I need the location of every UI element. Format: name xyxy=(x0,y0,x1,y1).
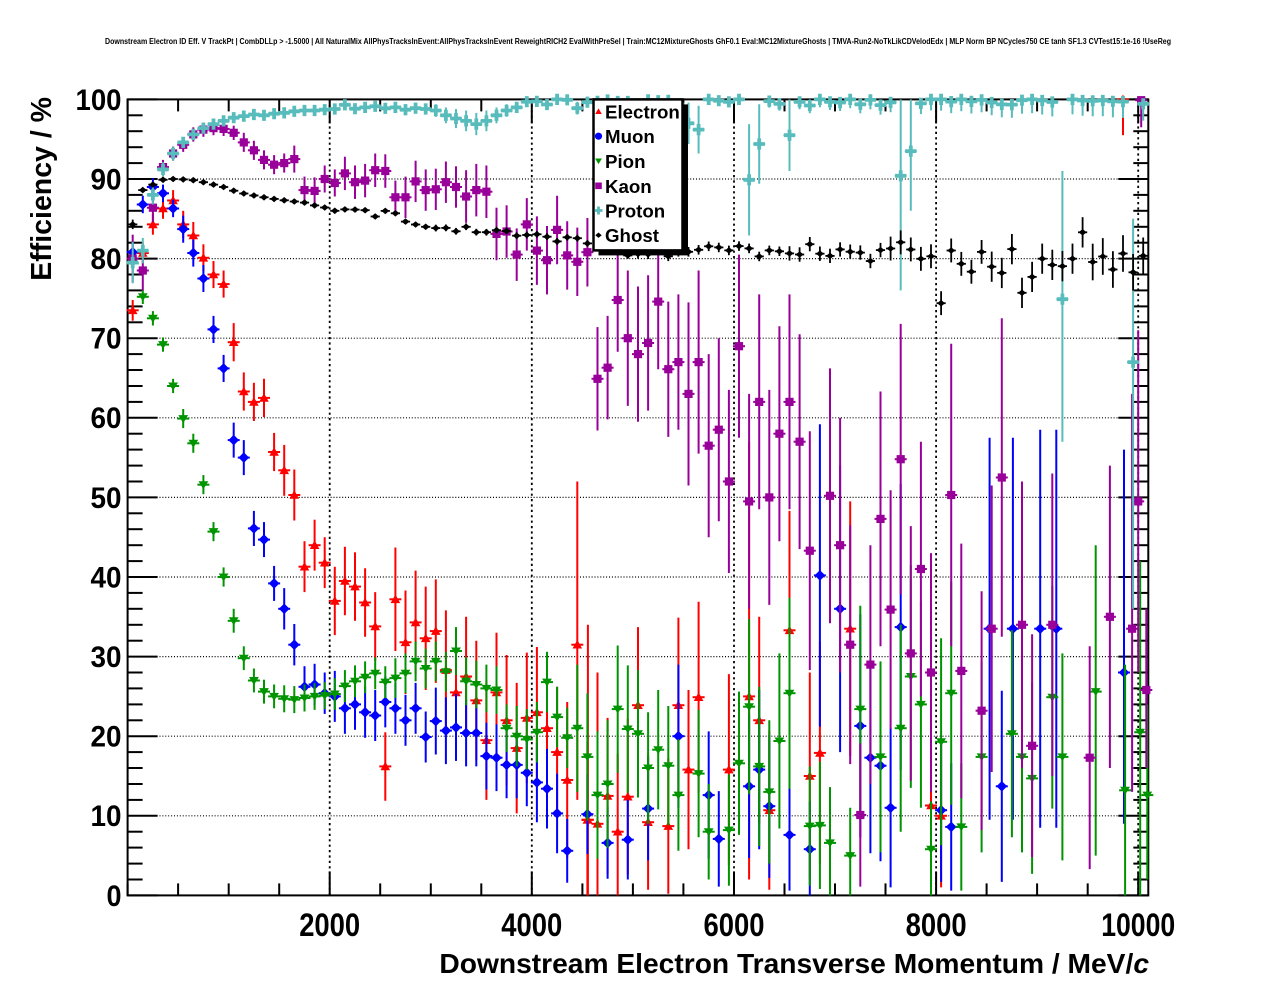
svg-text:Electron: Electron xyxy=(605,102,680,123)
svg-text:Proton: Proton xyxy=(605,201,665,222)
svg-text:10: 10 xyxy=(91,800,122,833)
svg-text:Ghost: Ghost xyxy=(605,225,659,246)
svg-text:8000: 8000 xyxy=(906,907,967,943)
svg-text:4000: 4000 xyxy=(501,907,562,943)
svg-text:20: 20 xyxy=(91,721,122,754)
svg-text:Muon: Muon xyxy=(605,126,655,147)
svg-text:Efficiency / %: Efficiency / % xyxy=(26,97,58,281)
svg-text:30: 30 xyxy=(91,641,122,674)
svg-text:100: 100 xyxy=(76,84,122,117)
svg-text:Pion: Pion xyxy=(605,151,646,172)
svg-text:80: 80 xyxy=(91,243,122,276)
svg-text:90: 90 xyxy=(91,163,122,196)
svg-text:Kaon: Kaon xyxy=(605,176,652,197)
svg-text:40: 40 xyxy=(91,561,122,594)
svg-text:Downstream Electron Transverse: Downstream Electron Transverse Momentum … xyxy=(439,947,1149,979)
svg-text:0: 0 xyxy=(107,880,122,913)
svg-text:2000: 2000 xyxy=(299,907,360,943)
svg-text:60: 60 xyxy=(91,402,122,435)
svg-text:70: 70 xyxy=(91,323,122,356)
svg-text:Downstream Electron ID Eff. V: Downstream Electron ID Eff. V TrackPt | … xyxy=(105,36,1171,46)
svg-text:50: 50 xyxy=(91,482,122,515)
svg-text:10000: 10000 xyxy=(1101,907,1175,943)
svg-text:6000: 6000 xyxy=(704,907,765,943)
